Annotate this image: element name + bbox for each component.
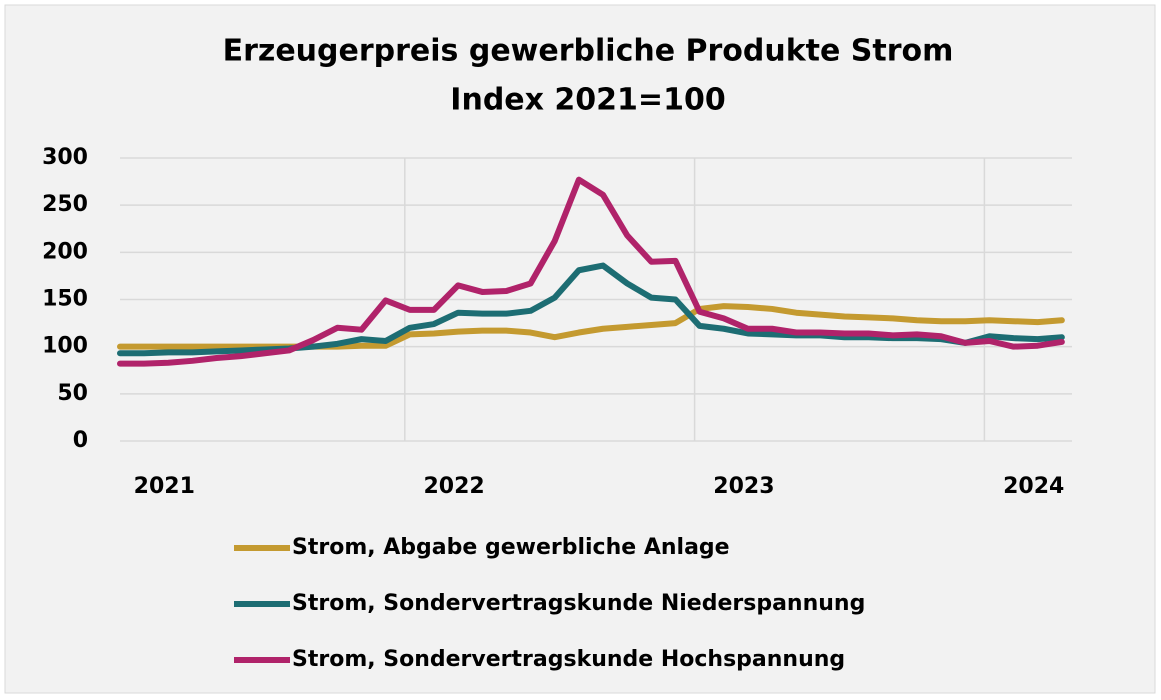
y-tick-label: 150 [42,287,88,312]
chart-title: Erzeugerpreis gewerbliche Produkte Strom [223,34,954,69]
y-tick-label: 250 [42,192,88,217]
y-tick-label: 100 [42,334,88,359]
x-tick-label: 2023 [713,474,774,499]
y-tick-label: 300 [42,145,88,170]
y-tick-label: 0 [73,428,88,453]
x-tick-label: 2022 [423,474,484,499]
x-tick-label: 2021 [134,474,195,499]
legend-label: Strom, Sondervertragskunde Hochspannung [292,647,845,672]
y-tick-label: 200 [42,239,88,264]
y-tick-label: 50 [57,381,88,406]
chart-subtitle: Index 2021=100 [450,83,725,118]
x-tick-label: 2024 [1003,474,1064,499]
data-line [117,176,1065,367]
legend-label: Strom, Abgabe gewerbliche Anlage [292,535,730,560]
legend-label: Strom, Sondervertragskunde Niederspannun… [292,591,865,616]
